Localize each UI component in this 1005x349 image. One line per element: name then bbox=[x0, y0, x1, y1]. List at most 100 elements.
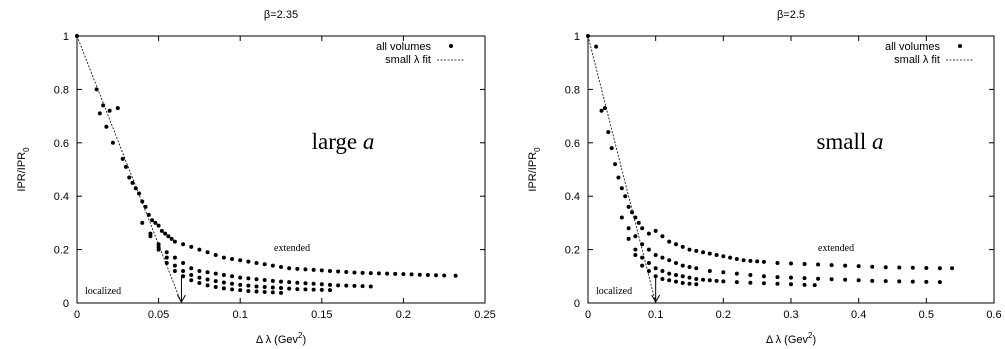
data-point bbox=[681, 245, 685, 249]
data-point bbox=[654, 229, 658, 233]
data-point bbox=[189, 266, 193, 270]
data-point bbox=[674, 242, 678, 246]
data-point bbox=[271, 264, 275, 268]
data-point bbox=[708, 278, 712, 282]
data-point bbox=[312, 268, 316, 272]
data-point bbox=[124, 165, 128, 169]
data-point bbox=[623, 194, 627, 198]
data-point bbox=[230, 257, 234, 261]
data-point bbox=[674, 261, 678, 265]
data-point bbox=[153, 221, 157, 225]
data-point bbox=[654, 266, 658, 270]
regime-label: large a bbox=[312, 129, 375, 154]
data-point bbox=[637, 221, 641, 225]
x-tick-label: 0.1 bbox=[233, 309, 248, 321]
data-point bbox=[789, 282, 793, 286]
data-point bbox=[238, 276, 242, 280]
data-point bbox=[843, 264, 847, 268]
data-point bbox=[206, 250, 210, 254]
data-point bbox=[157, 224, 161, 228]
data-point bbox=[715, 279, 719, 283]
data-point bbox=[681, 274, 685, 278]
data-point bbox=[108, 109, 112, 113]
data-point bbox=[214, 253, 218, 257]
data-point bbox=[328, 269, 332, 273]
data-point bbox=[271, 290, 275, 294]
data-point bbox=[647, 232, 651, 236]
data-point bbox=[830, 277, 834, 281]
data-point bbox=[230, 274, 234, 278]
data-point bbox=[222, 286, 226, 290]
data-point bbox=[654, 274, 658, 278]
y-tick-label: 0.4 bbox=[54, 191, 69, 203]
data-point bbox=[630, 210, 634, 214]
data-point bbox=[101, 103, 105, 107]
data-point bbox=[263, 262, 267, 266]
data-point bbox=[715, 253, 719, 257]
data-point bbox=[279, 286, 283, 290]
data-point bbox=[884, 265, 888, 269]
data-point bbox=[897, 265, 901, 269]
data-point bbox=[647, 261, 651, 265]
y-tick-label: 0 bbox=[63, 298, 69, 310]
data-point bbox=[246, 276, 250, 280]
data-point bbox=[728, 256, 732, 260]
data-point bbox=[633, 216, 637, 220]
data-point bbox=[263, 285, 267, 289]
data-point bbox=[287, 287, 291, 291]
data-point bbox=[640, 256, 644, 260]
legend-label-small-lambda-fit: small λ fit bbox=[894, 54, 940, 66]
data-point bbox=[613, 162, 617, 166]
data-point bbox=[620, 216, 624, 220]
chart-title: β=2.35 bbox=[264, 9, 298, 21]
data-point bbox=[165, 250, 169, 254]
legend-label-all-volumes: all volumes bbox=[376, 41, 432, 53]
data-point bbox=[647, 248, 651, 252]
y-axis-label: IPR/IPR0 bbox=[16, 147, 31, 192]
data-point bbox=[762, 274, 766, 278]
data-point bbox=[303, 281, 307, 285]
data-point bbox=[279, 291, 283, 295]
data-point bbox=[197, 281, 201, 285]
data-point bbox=[173, 264, 177, 268]
panel-beta-2-5: β=2.50 0.1 0.2 0.3 0.4 0.5 0.600.20.40.60.81Δ … bbox=[527, 9, 1002, 346]
data-point bbox=[173, 256, 177, 260]
data-point bbox=[735, 272, 739, 276]
data-point bbox=[197, 269, 201, 273]
data-point bbox=[688, 248, 692, 252]
data-point bbox=[748, 259, 752, 263]
data-point bbox=[401, 272, 405, 276]
data-point bbox=[352, 271, 356, 275]
data-point bbox=[320, 268, 324, 272]
x-tick-label: 0.2 bbox=[396, 309, 411, 321]
data-point bbox=[627, 205, 631, 209]
data-point bbox=[694, 249, 698, 253]
data-point bbox=[950, 266, 954, 270]
data-point bbox=[104, 125, 108, 129]
y-tick-label: 1 bbox=[574, 31, 580, 43]
data-point bbox=[255, 290, 259, 294]
data-point bbox=[170, 237, 174, 241]
data-point bbox=[181, 269, 185, 273]
data-point bbox=[222, 280, 226, 284]
data-point bbox=[606, 130, 610, 134]
x-axis-label: Δ λ (Gev2) bbox=[256, 331, 306, 346]
data-point bbox=[197, 248, 201, 252]
data-point bbox=[667, 278, 671, 282]
data-point bbox=[246, 260, 250, 264]
y-tick-label: 0.2 bbox=[54, 245, 69, 257]
chart-title: β=2.5 bbox=[777, 9, 805, 21]
data-point bbox=[361, 271, 365, 275]
data-point bbox=[181, 274, 185, 278]
data-point bbox=[660, 234, 664, 238]
data-point bbox=[127, 176, 131, 180]
data-point bbox=[701, 278, 705, 282]
data-point bbox=[295, 287, 299, 291]
data-point bbox=[654, 253, 658, 257]
data-point bbox=[163, 232, 167, 236]
data-point bbox=[735, 257, 739, 261]
data-point bbox=[130, 181, 134, 185]
data-point bbox=[271, 279, 275, 283]
data-point bbox=[627, 226, 631, 230]
data-point bbox=[377, 271, 381, 275]
